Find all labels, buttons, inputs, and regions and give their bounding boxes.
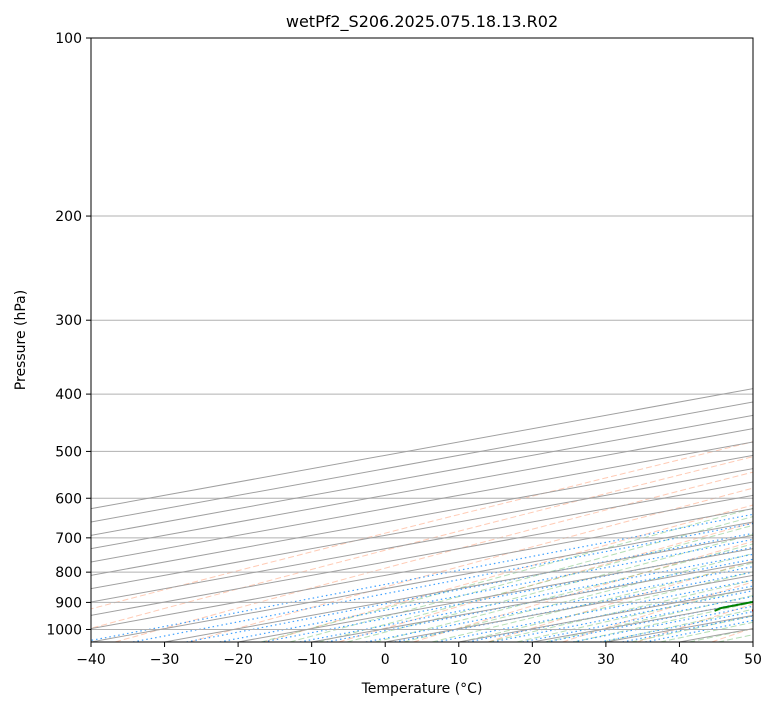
x-tick-label: −40 [76,652,106,668]
x-tick-label: −20 [223,652,253,668]
chart-title: wetPf2_S206.2025.075.18.13.R02 [286,12,558,32]
y-tick-label: 800 [55,565,82,581]
moist-adiabat-line [403,552,753,642]
x-tick-label: −10 [297,652,327,668]
mixing-ratio-line [436,579,753,642]
moist-adiabat-line [516,587,753,642]
isotherm-line [91,454,753,576]
y-tick-label: 500 [55,444,82,460]
isotherm-line [91,494,753,616]
x-tick-label: 30 [597,652,615,668]
mixing-ratio-line [132,522,753,642]
mixing-ratio-line [299,553,753,642]
y-tick-label: 900 [55,595,82,611]
isotherm-line [91,468,753,590]
dry-adiabat-line [413,540,753,642]
isotherm-line [91,441,753,563]
x-tick-label: 0 [381,652,390,668]
isotherm-line [91,481,753,603]
y-tick-label: 200 [55,209,82,225]
isotherm-line [752,641,753,642]
x-tick-label: 50 [744,652,762,668]
mixing-ratio-line [492,590,753,642]
plot-frame [90,37,754,643]
dry-adiabat-line [91,441,753,610]
y-axis-label: Pressure (hPa) [13,290,29,390]
y-tick-label: 700 [55,531,82,547]
x-tick-label: −30 [150,652,180,668]
y-tick-label: 300 [55,313,82,329]
isotherm-line [91,521,753,642]
pressure-grid [91,38,753,630]
isotherm-line [91,508,753,630]
y-axis-ticks: 100 200 300 400 500 600 700 800 900 1000 [46,31,91,638]
dry-adiabat-line [189,487,753,642]
dry-adiabat-line [114,471,753,642]
x-tick-label: 10 [450,652,468,668]
y-tick-label: 600 [55,491,82,507]
dry-adiabat-line [562,581,753,642]
temperature-profile-line [751,609,753,612]
y-tick-label: 400 [55,387,82,403]
isotherm-line [91,428,753,550]
plot-background [91,38,753,642]
y-tick-label: 100 [55,31,82,47]
moist-adiabat-line [488,579,753,642]
x-tick-label: 40 [671,652,689,668]
isotherm-line [164,534,753,642]
x-axis-label: Temperature (°C) [361,681,483,697]
skewed-isotherms [91,388,753,642]
x-tick-label: 20 [523,652,541,668]
mixing-ratio-line [365,565,753,642]
x-axis-ticks: −40 −30 −20 −10 0 10 20 30 40 50 [76,642,762,668]
y-tick-label: 1000 [46,622,82,638]
